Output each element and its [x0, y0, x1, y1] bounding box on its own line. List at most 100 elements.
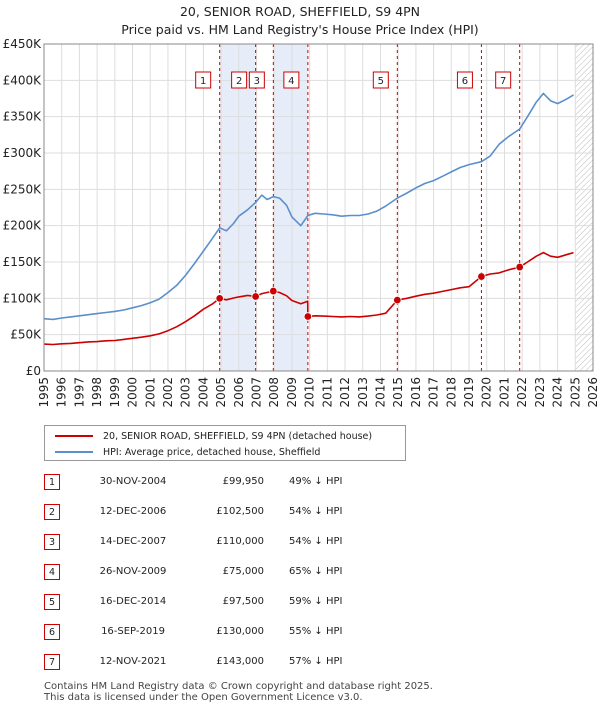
- x-tick-label: 2004: [196, 377, 210, 408]
- x-tick-label: 2023: [533, 377, 547, 408]
- x-tick-label: 2005: [214, 377, 228, 408]
- row-price: £75,000: [222, 566, 264, 577]
- legend-label-property: 20, SENIOR ROAD, SHEFFIELD, S9 4PN (deta…: [103, 430, 373, 442]
- x-tick-label: 2007: [250, 377, 264, 408]
- x-tick-label: 2013: [356, 377, 370, 408]
- sale-label-box: [456, 71, 473, 89]
- future-hatch: [575, 44, 593, 371]
- x-tick-label: 2022: [515, 377, 529, 408]
- x-tick-label: 2010: [303, 377, 317, 408]
- x-tick-label: 2026: [586, 377, 600, 408]
- x-tick-label: 2000: [126, 377, 140, 408]
- x-tick-label: 2018: [444, 377, 458, 408]
- sale-point: [515, 262, 524, 272]
- legend-swatch-property: [55, 435, 93, 437]
- y-tick-label: £200K: [3, 219, 43, 233]
- x-tick-label: 2003: [179, 377, 193, 408]
- sale-label-number: 2: [236, 76, 242, 87]
- table-row: 5 16-DEC-2014 £97,500 59% ↓ HPI: [44, 594, 474, 612]
- x-tick-label: 2008: [267, 377, 281, 408]
- x-tick-label: 2019: [462, 377, 476, 408]
- y-tick-label: £350K: [3, 110, 43, 124]
- shaded-period: [273, 44, 308, 371]
- hpi-series-line: [43, 92, 574, 321]
- sale-label-number: 3: [254, 76, 260, 87]
- row-hpi: 55% ↓ HPI: [289, 626, 343, 637]
- chart-legend: 20, SENIOR ROAD, SHEFFIELD, S9 4PN (deta…: [44, 425, 406, 461]
- price-chart: 20, SENIOR ROAD, SHEFFIELD, S9 4PN Price…: [3, 4, 600, 408]
- row-number-badge: 2: [44, 504, 60, 520]
- y-tick-label: £450K: [3, 37, 43, 51]
- x-tick-label: 2012: [338, 377, 352, 408]
- legend-item-hpi: HPI: Average price, detached house, Shef…: [55, 444, 320, 460]
- table-row: 2 12-DEC-2006 £102,500 54% ↓ HPI: [44, 504, 474, 522]
- footer-copyright: Contains HM Land Registry data © Crown c…: [44, 681, 433, 692]
- x-tick-label: 1996: [55, 377, 69, 408]
- sale-point: [303, 312, 313, 321]
- y-tick-label: £0: [26, 364, 41, 378]
- row-price: £99,950: [222, 476, 264, 487]
- x-tick-label: 2021: [497, 377, 511, 408]
- sale-label-box: [248, 71, 265, 89]
- sale-label-box: [195, 71, 212, 89]
- x-tick-label: 2015: [391, 377, 405, 408]
- sale-label-number: 4: [288, 76, 294, 87]
- sale-point: [251, 292, 260, 301]
- x-tick-label: 2024: [551, 377, 565, 408]
- row-date: 12-NOV-2021: [99, 656, 167, 667]
- footer-licence: This data is licensed under the Open Gov…: [44, 692, 363, 703]
- row-hpi: 65% ↓ HPI: [289, 566, 343, 577]
- sale-label-number: 6: [462, 76, 468, 87]
- row-date: 26-NOV-2009: [99, 566, 167, 577]
- plot-border: [43, 43, 594, 372]
- x-tick-label: 2009: [285, 377, 299, 408]
- row-hpi: 57% ↓ HPI: [289, 656, 343, 667]
- row-date: 30-NOV-2004: [99, 476, 167, 487]
- sale-label-number: 7: [500, 76, 506, 87]
- row-number-badge: 1: [44, 474, 60, 490]
- row-date: 12-DEC-2006: [99, 506, 167, 517]
- row-hpi: 54% ↓ HPI: [289, 506, 343, 517]
- sale-label-box: [283, 71, 300, 89]
- legend-item-property: 20, SENIOR ROAD, SHEFFIELD, S9 4PN (deta…: [55, 428, 372, 444]
- row-date: 16-DEC-2014: [99, 596, 167, 607]
- sale-label-box: [372, 71, 389, 89]
- x-tick-label: 1999: [108, 377, 122, 408]
- sale-label-box: [495, 71, 512, 89]
- x-tick-label: 2017: [427, 377, 441, 408]
- row-date: 16-SEP-2019: [101, 626, 165, 637]
- row-date: 14-DEC-2007: [99, 536, 167, 547]
- y-tick-label: £150K: [3, 255, 43, 269]
- chart-title: 20, SENIOR ROAD, SHEFFIELD, S9 4PN: [180, 4, 420, 19]
- x-tick-label: 2014: [373, 377, 387, 408]
- row-hpi: 49% ↓ HPI: [289, 476, 343, 487]
- x-tick-label: 2001: [143, 377, 157, 408]
- sale-point: [477, 272, 486, 281]
- y-tick-label: £400K: [3, 73, 43, 87]
- x-tick-label: 1995: [37, 377, 51, 408]
- row-number-badge: 4: [44, 564, 60, 580]
- y-tick-label: £300K: [3, 146, 43, 160]
- legend-label-hpi: HPI: Average price, detached house, Shef…: [103, 446, 321, 458]
- table-row: 7 12-NOV-2021 £143,000 57% ↓ HPI: [44, 654, 474, 672]
- legend-swatch-hpi: [55, 451, 93, 453]
- y-tick-label: £100K: [3, 291, 43, 305]
- y-tick-label: £50K: [10, 328, 42, 342]
- x-tick-label: 2025: [568, 377, 582, 408]
- x-tick-label: 2016: [409, 377, 423, 408]
- sale-point: [269, 286, 278, 296]
- row-number-badge: 5: [44, 594, 60, 610]
- row-number-badge: 6: [44, 624, 60, 640]
- row-price: £130,000: [216, 626, 264, 637]
- table-row: 1 30-NOV-2004 £99,950 49% ↓ HPI: [44, 474, 474, 492]
- x-tick-label: 2006: [232, 377, 246, 408]
- x-tick-label: 1997: [72, 377, 86, 408]
- row-number-badge: 3: [44, 534, 60, 550]
- row-price: £102,500: [216, 506, 264, 517]
- y-tick-label: £250K: [3, 182, 43, 196]
- row-number-badge: 7: [44, 654, 60, 670]
- footer: Contains HM Land Registry data © Crown c…: [44, 681, 433, 703]
- row-price: £97,500: [222, 596, 264, 607]
- sale-label-number: 5: [378, 76, 384, 87]
- sale-label-box: [231, 71, 248, 89]
